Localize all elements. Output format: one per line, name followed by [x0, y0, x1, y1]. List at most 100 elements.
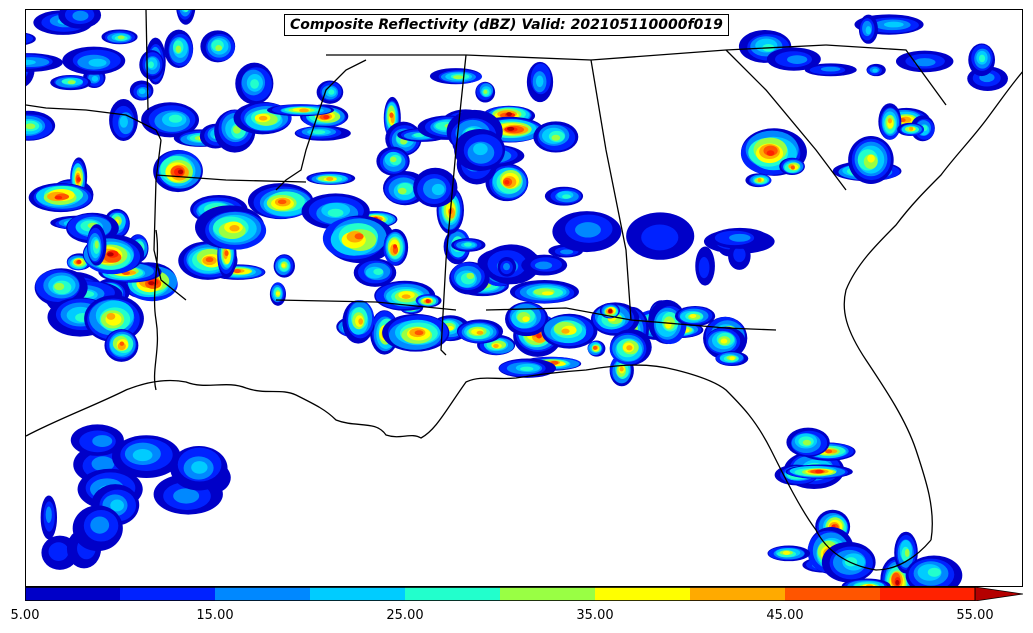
border-la-ms — [275, 59, 367, 191]
state-borders — [26, 10, 1022, 571]
precip-cell — [593, 345, 598, 350]
precip-cell — [447, 326, 454, 331]
precip-cell — [895, 580, 900, 586]
river-mississippi — [153, 229, 159, 391]
precip-cell — [110, 499, 124, 512]
precip-cell — [148, 281, 155, 286]
precip-cell — [250, 79, 259, 89]
precip-cell — [431, 183, 445, 196]
precip-cell — [802, 439, 812, 446]
colorbar — [25, 587, 1023, 601]
precip-cell — [107, 252, 114, 257]
colorbar-tick-label: 25.00 — [386, 608, 424, 623]
precip-cell — [26, 59, 36, 65]
colorbar-segment — [595, 587, 691, 601]
precip-cell — [790, 165, 795, 170]
border-ms-al — [440, 54, 467, 356]
colorbar-segment — [500, 587, 596, 601]
precip-cell — [414, 330, 424, 336]
precip-cell — [119, 341, 125, 346]
precip-cell — [326, 176, 334, 181]
precip-cell — [757, 178, 762, 183]
colorbar-segment — [405, 587, 501, 601]
colorbar-tick-label: 35.00 — [576, 608, 614, 623]
precip-cell — [541, 291, 554, 296]
precip-cell — [390, 156, 397, 163]
precip-cell — [820, 66, 841, 72]
precip-cell — [132, 448, 153, 462]
precip-cell — [562, 194, 571, 199]
precip-cell — [191, 461, 208, 474]
precip-cell — [493, 343, 499, 348]
precip-cell — [72, 10, 89, 21]
border-tn — [326, 44, 827, 61]
border-nc-sc — [825, 44, 947, 106]
precip-cell — [560, 249, 574, 255]
precip-cell — [466, 272, 475, 280]
border-ga-fl — [485, 307, 777, 331]
precip-cell — [904, 548, 910, 557]
precip-cell — [106, 312, 116, 320]
precip-cell — [867, 154, 875, 163]
coastline-gulf — [26, 364, 932, 571]
precip-cell — [327, 208, 344, 217]
colorbar-segment — [880, 587, 976, 601]
map-title: Composite Reflectivity (dBZ) Valid: 2021… — [284, 14, 729, 36]
precip-cell — [720, 338, 728, 344]
precip-cell — [354, 233, 364, 240]
precip-cell — [815, 469, 824, 474]
colorbar-segment — [120, 587, 216, 601]
coastline-atlantic — [843, 71, 1022, 541]
precip-cell — [138, 88, 146, 95]
precip-cell — [258, 115, 268, 121]
precip-cell — [463, 242, 472, 247]
colorbar-segment — [785, 587, 881, 601]
precip-cell — [177, 169, 184, 175]
precip-cell — [26, 123, 36, 130]
precip-cell — [393, 244, 398, 249]
precip-cell — [608, 309, 613, 314]
precip-cell — [729, 356, 735, 361]
precip-cell — [825, 449, 833, 454]
precip-cell — [766, 150, 775, 156]
precip-cell — [520, 366, 534, 372]
precip-cell — [619, 366, 624, 372]
precip-cell — [575, 222, 601, 238]
precip-cell — [503, 262, 510, 271]
precip-cell — [54, 282, 65, 291]
precip-cell — [229, 225, 240, 232]
precip-cell — [689, 313, 697, 318]
border-ar-ok — [155, 174, 307, 183]
precip-cell — [148, 61, 154, 69]
precip-cell — [91, 456, 115, 472]
precip-cell — [328, 89, 335, 95]
precip-cell — [522, 316, 530, 322]
colorbar-tick-label: 55.00 — [956, 608, 994, 623]
precip-cell — [275, 291, 280, 296]
precip-cell — [865, 26, 872, 35]
border-ar — [153, 139, 187, 301]
precip-cell — [551, 134, 561, 141]
precip-cell — [54, 195, 63, 200]
precip-cell — [872, 68, 878, 73]
precip-cell — [536, 333, 542, 339]
precip-cell — [323, 115, 330, 120]
precip-cell — [453, 75, 464, 80]
precip-cell — [883, 21, 904, 28]
precip-cell — [729, 233, 751, 242]
precip-cell — [175, 45, 182, 53]
precip-cell — [978, 54, 986, 63]
border-la-ms-south — [275, 299, 457, 311]
precip-cell — [787, 55, 808, 64]
precip-cell — [913, 58, 936, 67]
precip-cell — [233, 269, 241, 274]
precip-cell — [504, 180, 510, 185]
precip-cell — [119, 115, 128, 128]
precip-cell — [887, 118, 892, 124]
precip-cell — [179, 10, 191, 17]
colorbar-tick-label: 15.00 — [196, 608, 234, 623]
precip-cell — [215, 44, 223, 52]
border-ok-tx — [26, 104, 162, 141]
precip-layer — [26, 10, 1008, 586]
precip-cell — [224, 250, 229, 257]
